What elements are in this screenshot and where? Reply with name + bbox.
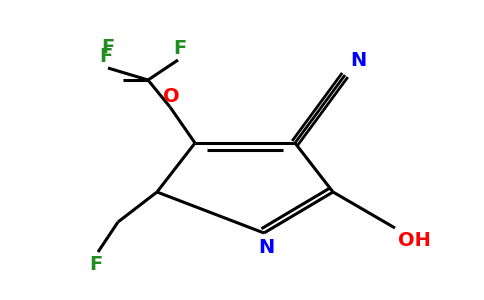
Text: N: N	[350, 51, 366, 70]
Text: F: F	[90, 255, 103, 274]
Text: O: O	[163, 87, 179, 106]
Text: F: F	[101, 38, 115, 57]
Text: F: F	[173, 39, 187, 58]
Text: N: N	[258, 238, 274, 257]
Text: OH: OH	[398, 231, 431, 250]
Text: F: F	[99, 47, 113, 66]
